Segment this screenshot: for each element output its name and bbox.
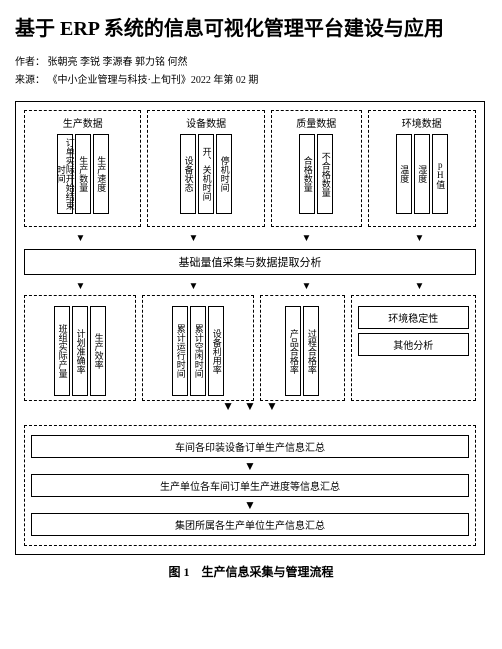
authors-line: 作者： 张朝亮 李锐 李源春 郭力铭 何然 <box>15 53 487 68</box>
node: 累计空闲时间 <box>190 306 206 396</box>
summary-bar-2: 生产单位各车间订单生产进度等信息汇总 <box>31 474 469 497</box>
node-env-stability: 环境稳定性 <box>358 306 469 329</box>
node-other-analysis: 其他分析 <box>358 333 469 356</box>
summary-bar-1: 车间各印装设备订单生产信息汇总 <box>31 435 469 458</box>
node: 订单实际开始结束时间 <box>57 134 73 214</box>
authors: 张朝亮 李锐 李源春 郭力铭 何然 <box>48 57 188 68</box>
group-items: 温度 湿度 pH值 <box>373 134 472 214</box>
group-environment: 环境数据 温度 湿度 pH值 <box>368 110 477 227</box>
node: 温度 <box>396 134 412 214</box>
node: 设备状态 <box>180 134 196 214</box>
arrows-down: ▼▼▼▼ <box>24 233 476 241</box>
group-items: 设备状态 开、关机时间 停机时间 <box>152 134 259 214</box>
middle-bar: 基础量值采集与数据提取分析 <box>24 249 476 275</box>
arrow: ▼ <box>31 498 469 510</box>
group-production: 生产数据 订单实际开始结束时间 生产数量 生产速度 <box>24 110 141 227</box>
node: 累计运行时间 <box>172 306 188 396</box>
source: 《中小企业管理与科技·上旬刊》2022 年第 02 期 <box>48 75 259 86</box>
mid-group-4: 环境稳定性 其他分析 <box>351 295 476 401</box>
node: 湿度 <box>414 134 430 214</box>
flowchart: 生产数据 订单实际开始结束时间 生产数量 生产速度 设备数据 设备状态 开、关机… <box>15 101 485 555</box>
page-title: 基于 ERP 系统的信息可视化管理平台建设与应用 <box>15 15 487 43</box>
node: 开、关机时间 <box>198 134 214 214</box>
source-line: 来源： 《中小企业管理与科技·上旬刊》2022 年第 02 期 <box>15 71 487 86</box>
node: 不合格数量 <box>317 134 333 214</box>
mid-group-1: 班组实际产量 计划准确率 生产效率 <box>24 295 136 401</box>
group-quality: 质量数据 合格数量 不合格数量 <box>271 110 362 227</box>
group-title: 环境数据 <box>373 115 472 130</box>
figure-caption: 图 1 生产信息采集与管理流程 <box>15 563 487 580</box>
group-title: 质量数据 <box>276 115 357 130</box>
group-items: 合格数量 不合格数量 <box>276 134 357 214</box>
node: 设备利用率 <box>208 306 224 396</box>
arrows-down-2: ▼▼▼▼ <box>24 281 476 289</box>
node: 停机时间 <box>216 134 232 214</box>
summary-bar-3: 集团所属各生产单位生产信息汇总 <box>31 513 469 536</box>
node: 合格数量 <box>299 134 315 214</box>
node: 生产数量 <box>75 134 91 214</box>
node: 生产速度 <box>93 134 109 214</box>
group-title: 生产数据 <box>29 115 136 130</box>
arrow: ▼ <box>31 459 469 471</box>
group-title: 设备数据 <box>152 115 259 130</box>
node: 过程合格率 <box>303 306 319 396</box>
node: 产品合格率 <box>285 306 301 396</box>
node: pH值 <box>432 134 448 214</box>
mid-group-3: 产品合格率 过程合格率 <box>260 295 344 401</box>
mid-section: 班组实际产量 计划准确率 生产效率 累计运行时间 累计空闲时间 设备利用率 产品… <box>24 295 476 401</box>
node: 班组实际产量 <box>54 306 70 396</box>
group-items: 订单实际开始结束时间 生产数量 生产速度 <box>29 134 136 214</box>
source-label: 来源： <box>15 75 45 86</box>
bottom-bars: 车间各印装设备订单生产信息汇总 ▼ 生产单位各车间订单生产进度等信息汇总 ▼ 集… <box>24 425 476 546</box>
node: 生产效率 <box>90 306 106 396</box>
node: 计划准确率 <box>72 306 88 396</box>
top-groups-row: 生产数据 订单实际开始结束时间 生产数量 生产速度 设备数据 设备状态 开、关机… <box>24 110 476 227</box>
group-equipment: 设备数据 设备状态 开、关机时间 停机时间 <box>147 110 264 227</box>
authors-label: 作者： <box>15 57 45 68</box>
mid-group-2: 累计运行时间 累计空闲时间 设备利用率 <box>142 295 254 401</box>
